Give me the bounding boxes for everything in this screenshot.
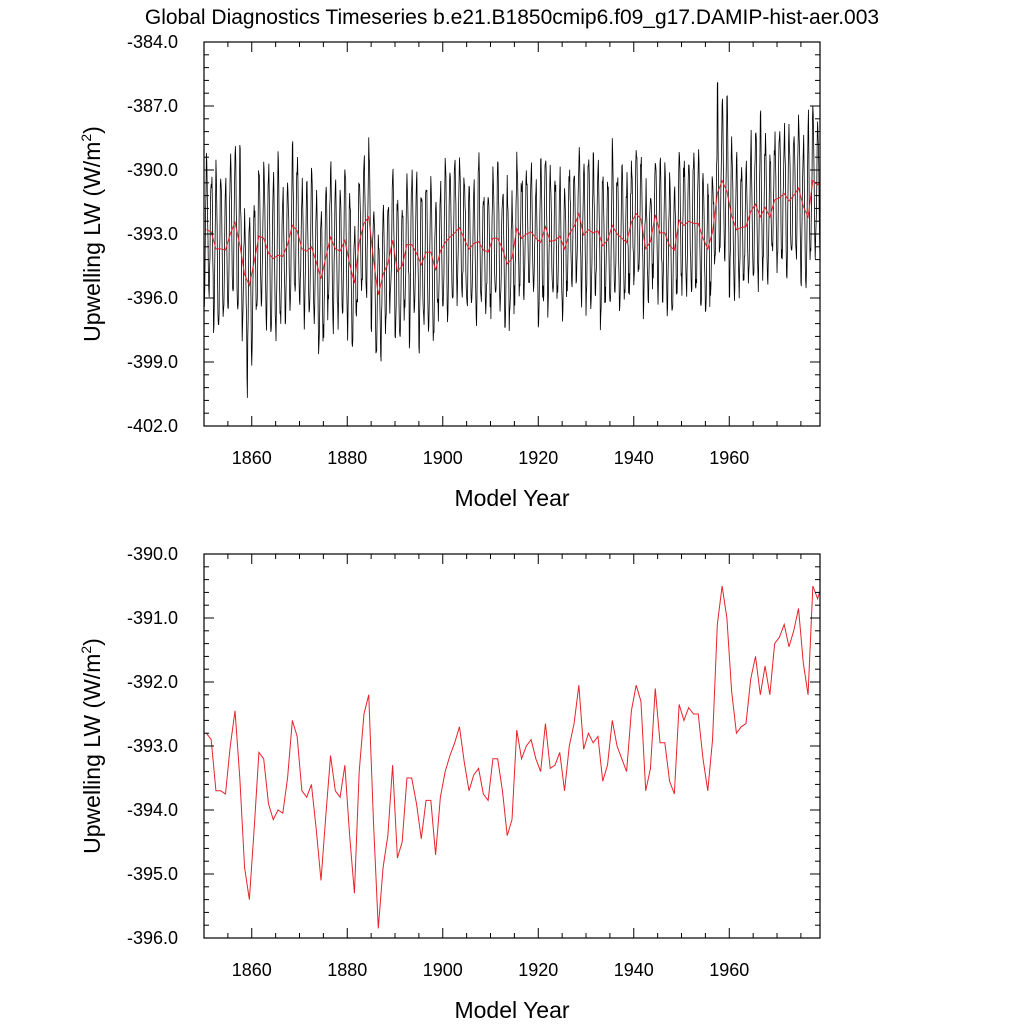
monthly-series-line (204, 82, 820, 398)
annual-mean-series-line (206, 179, 820, 295)
x-tick-label: 1940 (614, 960, 654, 980)
y-tick-label: -402.0 (127, 416, 178, 436)
x-tick-label: 1920 (518, 960, 558, 980)
lower-annual-mean-panel: 1860 1880 1900 1920 1940 1960 -390.0 -391.0 -392… (78, 544, 821, 1023)
y-tick-label: -395.0 (127, 864, 178, 884)
y-tick-label: -396.0 (127, 928, 178, 948)
annual-mean-series-line (205, 585, 820, 929)
x-axis-label: Model Year (454, 485, 569, 511)
y-tick-label: -396.0 (127, 288, 178, 308)
y-tick-label: -387.0 (127, 96, 178, 116)
y-tick-label: -393.0 (127, 736, 178, 756)
figure-title: Global Diagnostics Timeseries b.e21.B185… (145, 6, 879, 29)
x-tick-label: 1880 (327, 960, 367, 980)
y-tick-label: -390.0 (127, 544, 178, 564)
x-tick-label: 1960 (709, 960, 749, 980)
plot-frame (203, 553, 821, 939)
x-tick-label: 1940 (614, 448, 654, 468)
y-tick-label: -384.0 (127, 32, 178, 52)
y-tick-label: -392.0 (127, 672, 178, 692)
x-tick-label: 1860 (232, 448, 272, 468)
upper-timeseries-panel: 1860 1880 1900 1920 1940 1960 -384.0 -387.0 -390… (78, 32, 821, 511)
x-tick-label: 1880 (327, 448, 367, 468)
y-tick-label: -390.0 (127, 160, 178, 180)
y-tick-label: -399.0 (127, 352, 178, 372)
y-axis-label: Upwelling LW (W/m2) (78, 638, 105, 854)
y-tick-label: -393.0 (127, 224, 178, 244)
x-tick-label: 1920 (518, 448, 558, 468)
y-axis-label: Upwelling LW (W/m2) (78, 126, 105, 342)
x-axis-label: Model Year (454, 997, 569, 1023)
x-tick-label: 1860 (232, 960, 272, 980)
x-tick-label: 1900 (423, 448, 463, 468)
y-tick-label: -391.0 (127, 608, 178, 628)
x-tick-label: 1900 (423, 960, 463, 980)
y-tick-label: -394.0 (127, 800, 178, 820)
x-tick-label: 1960 (709, 448, 749, 468)
